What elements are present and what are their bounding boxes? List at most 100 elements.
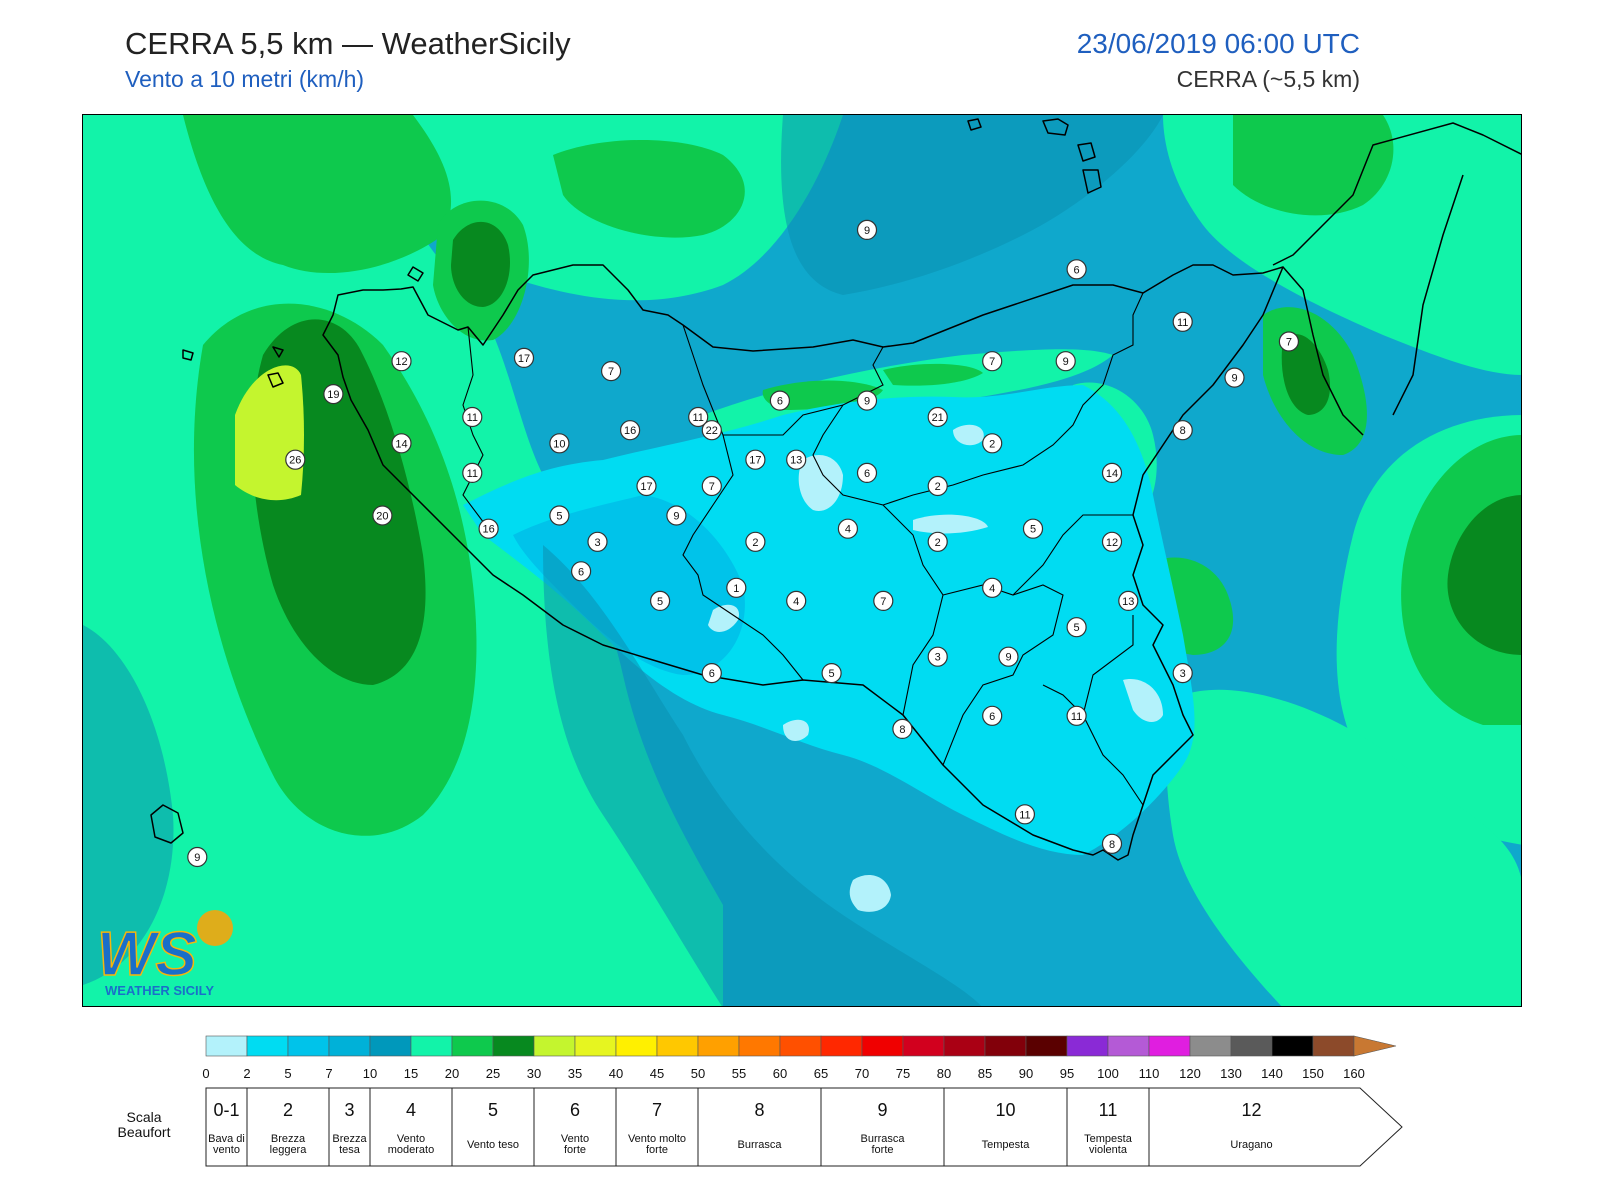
station-marker: 2: [927, 475, 948, 497]
colorbar-tick-label: 5: [284, 1066, 291, 1081]
station-dot: [187, 846, 208, 868]
nw-dark-green-core: [451, 221, 511, 307]
nw-green-zone: [553, 140, 745, 238]
station-value: 7: [989, 356, 995, 368]
ustica-island: [407, 266, 424, 282]
colorbar-tick-label: 7: [325, 1066, 332, 1081]
colorbar-swatch: [1230, 1035, 1273, 1057]
beaufort-class-desc: vento: [213, 1144, 240, 1156]
beaufort-class-number: 10: [995, 1100, 1015, 1120]
logo-sun-icon: [197, 910, 233, 946]
colorbar-swatch: [369, 1035, 412, 1057]
beaufort-class-box: [943, 1087, 1068, 1167]
colorbar-swatch: [574, 1035, 617, 1057]
colorbar-tick-label: 70: [855, 1066, 869, 1081]
station-dot: [478, 518, 499, 539]
station-value: 9: [864, 225, 870, 237]
beaufort-label-line2: Beaufort: [117, 1124, 171, 1140]
beaufort-class-box: [451, 1087, 535, 1167]
station-value: 14: [1106, 468, 1118, 480]
station-value: 3: [594, 537, 600, 549]
station-dot: [786, 449, 807, 470]
inland-low-wind: [513, 495, 745, 675]
station-value: 5: [829, 668, 835, 680]
station-marker: 7: [600, 361, 622, 382]
inland-calm-6: [953, 424, 984, 446]
colorbar-tick-label: 0: [202, 1066, 209, 1081]
station-dot: [372, 505, 393, 526]
colorbar-swatch: [779, 1035, 822, 1057]
station-marker: 22: [701, 420, 722, 441]
station-dot: [285, 449, 306, 470]
station-dot: [571, 561, 592, 582]
sea-calm-patch: [849, 875, 891, 912]
station-value: 11: [692, 412, 703, 424]
station-dot: [619, 420, 641, 441]
beaufort-class-desc: leggera: [270, 1144, 308, 1156]
station-value: 4: [845, 524, 851, 536]
station-marker: 5: [549, 505, 570, 526]
beaufort-class: 10 Tempesta: [943, 1087, 1068, 1167]
station-marker: 26: [285, 449, 306, 470]
north-sea-dark: [781, 115, 1163, 295]
colorbar-swatch: [861, 1035, 904, 1057]
station-value: 13: [790, 455, 802, 467]
station-value: 6: [709, 668, 715, 680]
beaufort-class-desc: forte: [871, 1144, 893, 1156]
station-dot: [701, 662, 722, 684]
tyrrhenian-green-core-2: [883, 363, 983, 386]
station-value: 6: [864, 468, 870, 480]
station-marker: 6: [571, 561, 592, 582]
max-wind-zone: [235, 365, 304, 501]
station-dot: [769, 390, 791, 411]
station-marker: 5: [1022, 518, 1044, 539]
station-marker: 6: [856, 462, 878, 483]
ws-logo-caption: WEATHER SICILY: [105, 983, 214, 998]
station-dot: [1066, 259, 1087, 280]
inland-calm-4: [1123, 679, 1163, 722]
station-value: 1: [733, 583, 739, 595]
beaufort-class-box: [246, 1087, 330, 1167]
beaufort-class-desc: Brezza: [332, 1133, 367, 1145]
beaufort-class-box: [369, 1087, 453, 1167]
station-value: 16: [624, 425, 636, 437]
pantelleria-island: [150, 804, 184, 844]
station-dot: [856, 462, 878, 483]
station-dot: [600, 361, 622, 382]
station-marker: 19: [323, 384, 344, 405]
beaufort-class-desc: Tempesta: [982, 1139, 1031, 1151]
beaufort-scale-label: Scala Beaufort: [108, 1110, 180, 1140]
station-dot: [513, 347, 535, 368]
station-marker: 11: [688, 406, 709, 428]
colorbar-arrow: [1353, 1035, 1397, 1057]
beaufort-class-number: 3: [344, 1100, 354, 1120]
colorbar-swatch: [1189, 1035, 1232, 1057]
station-marker: 6: [982, 705, 1003, 726]
station-value: 11: [467, 468, 478, 480]
beaufort-class-box: [328, 1087, 371, 1167]
colorbar-swatch: [820, 1035, 863, 1057]
station-dot: [982, 351, 1003, 372]
beaufort-class-desc: Vento molto: [628, 1133, 686, 1145]
station-value: 5: [1030, 524, 1036, 536]
inland-calm-2: [913, 514, 988, 534]
station-value: 17: [518, 353, 530, 365]
station-marker: 13: [786, 449, 807, 470]
station-marker: 8: [1172, 420, 1193, 441]
beaufort-class-box: [697, 1087, 822, 1167]
station-value: 12: [1106, 537, 1118, 549]
station-marker: 5: [821, 662, 842, 684]
station-dot: [927, 475, 948, 497]
station-dot: [1172, 420, 1193, 441]
station-value: 9: [194, 852, 200, 864]
colorbar-tick-label: 55: [732, 1066, 746, 1081]
colorbar-tick-label: 60: [773, 1066, 787, 1081]
inland-calm-5: [783, 719, 809, 741]
forecast-datetime: 23/06/2019 06:00 UTC: [1076, 28, 1360, 59]
station-dot: [701, 420, 722, 441]
colorbar-tick-label: 160: [1343, 1066, 1365, 1081]
colorbar-swatch: [1107, 1035, 1150, 1057]
